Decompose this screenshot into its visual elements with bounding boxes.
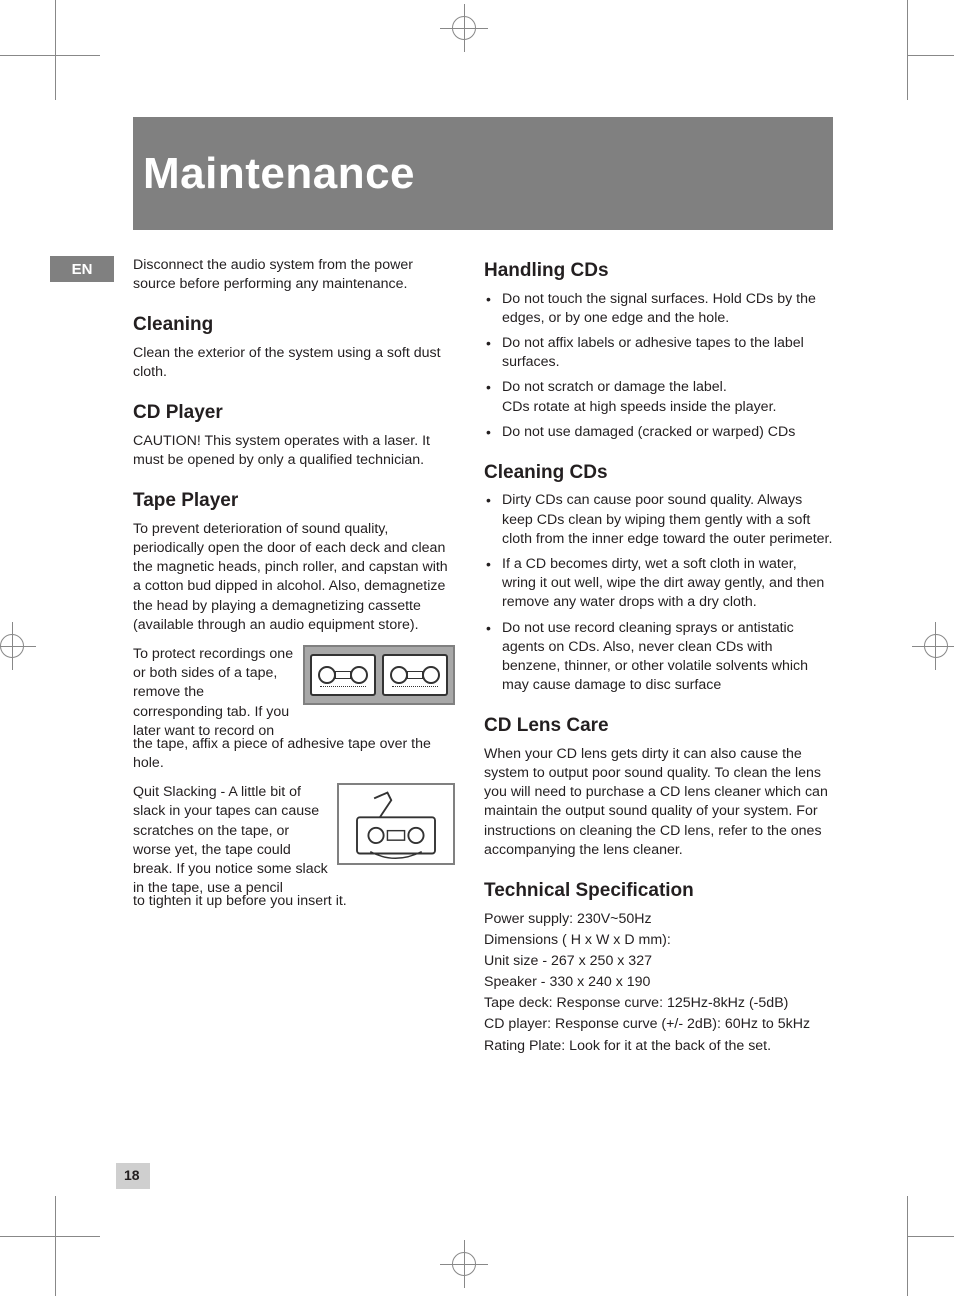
spec-line: Rating Plate: Look for it at the back of…: [484, 1037, 834, 1056]
heading-technical-spec: Technical Specification: [484, 878, 834, 904]
tape-slack-block: Quit Slacking - A little bit of slack in…: [133, 783, 455, 898]
crop-mark: [0, 1236, 100, 1237]
registration-mark: [0, 646, 36, 647]
pencil-cassette-illustration: [337, 783, 455, 865]
spec-line: Tape deck: Response curve: 125Hz-8kHz (-…: [484, 994, 834, 1013]
list-item: Do not scratch or damage the label. CDs …: [484, 378, 834, 416]
cassette-illustration: [303, 645, 455, 705]
crop-mark: [55, 1196, 56, 1296]
cassette-icon: [310, 654, 376, 696]
tape-player-p1: To prevent deterioration of sound qualit…: [133, 520, 455, 635]
list-item: If a CD becomes dirty, wet a soft cloth …: [484, 555, 834, 613]
registration-mark: [464, 4, 465, 52]
tape-player-p2b: the tape, affix a piece of adhesive tape…: [133, 735, 455, 773]
right-column: Handling CDs Do not touch the signal sur…: [484, 256, 834, 1058]
spec-line: Speaker - 330 x 240 x 190: [484, 973, 834, 992]
list-item-text: Do not scratch or damage the label. CDs …: [502, 379, 776, 414]
language-label: EN: [72, 261, 93, 278]
crop-mark: [55, 0, 56, 100]
heading-tape-player: Tape Player: [133, 488, 455, 514]
left-column: Disconnect the audio system from the pow…: [133, 256, 455, 921]
tape-player-p2a: To protect recordings one or both sides …: [133, 646, 293, 739]
technical-spec-list: Power supply: 230V~50Hz Dimensions ( H x…: [484, 910, 834, 1056]
cassette-icon: [382, 654, 448, 696]
heading-cd-player: CD Player: [133, 400, 455, 426]
crop-mark: [0, 55, 100, 56]
list-item: Do not use damaged (cracked or warped) C…: [484, 423, 834, 442]
cd-player-body: CAUTION! This system operates with a las…: [133, 432, 455, 470]
pencil-cassette-icon: [339, 785, 453, 863]
list-item: Do not affix labels or adhesive tapes to…: [484, 334, 834, 372]
spec-line: Unit size - 267 x 250 x 327: [484, 952, 834, 971]
heading-cleaning: Cleaning: [133, 312, 455, 338]
intro-paragraph: Disconnect the audio system from the pow…: [133, 256, 455, 294]
tape-protect-block: To protect recordings one or both sides …: [133, 645, 455, 741]
spec-line: CD player: Response curve (+/- 2dB): 60H…: [484, 1015, 834, 1034]
page-number: 18: [124, 1167, 140, 1183]
handling-cds-list: Do not touch the signal surfaces. Hold C…: [484, 290, 834, 442]
cleaning-body: Clean the exterior of the system using a…: [133, 344, 455, 382]
heading-cleaning-cds: Cleaning CDs: [484, 460, 834, 486]
title-band: Maintenance: [133, 117, 833, 230]
tape-player-p3b: to tighten it up before you insert it.: [133, 892, 455, 911]
spec-line: Dimensions ( H x W x D mm):: [484, 931, 834, 950]
manual-page: Maintenance EN Disconnect the audio syst…: [0, 0, 954, 1296]
list-item: Do not touch the signal surfaces. Hold C…: [484, 290, 834, 328]
list-item: Dirty CDs can cause poor sound quality. …: [484, 491, 834, 549]
crop-mark: [907, 0, 908, 100]
registration-mark: [12, 622, 13, 670]
list-item: Do not use record cleaning sprays or ant…: [484, 619, 834, 696]
tape-player-p3a: Quit Slacking - A little bit of slack in…: [133, 784, 328, 896]
page-title: Maintenance: [143, 149, 415, 199]
registration-mark: [912, 646, 954, 647]
registration-mark: [935, 622, 936, 670]
crop-mark: [908, 1236, 954, 1237]
registration-mark: [464, 1240, 465, 1288]
crop-mark: [907, 1196, 908, 1296]
cd-lens-body: When your CD lens gets dirty it can also…: [484, 745, 834, 860]
heading-cd-lens-care: CD Lens Care: [484, 713, 834, 739]
language-tab: EN: [50, 256, 114, 282]
heading-handling-cds: Handling CDs: [484, 258, 834, 284]
spec-line: Power supply: 230V~50Hz: [484, 910, 834, 929]
cleaning-cds-list: Dirty CDs can cause poor sound quality. …: [484, 491, 834, 695]
crop-mark: [908, 55, 954, 56]
